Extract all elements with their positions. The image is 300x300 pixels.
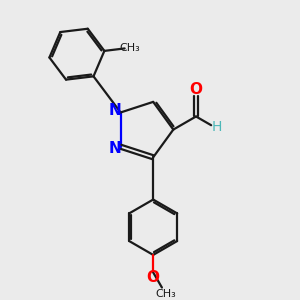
Text: H: H (211, 120, 222, 134)
Text: O: O (190, 82, 202, 97)
Text: N: N (109, 103, 122, 118)
Text: CH₃: CH₃ (155, 289, 176, 299)
Text: CH₃: CH₃ (119, 43, 140, 53)
Text: N: N (108, 141, 121, 156)
Text: O: O (147, 270, 160, 285)
